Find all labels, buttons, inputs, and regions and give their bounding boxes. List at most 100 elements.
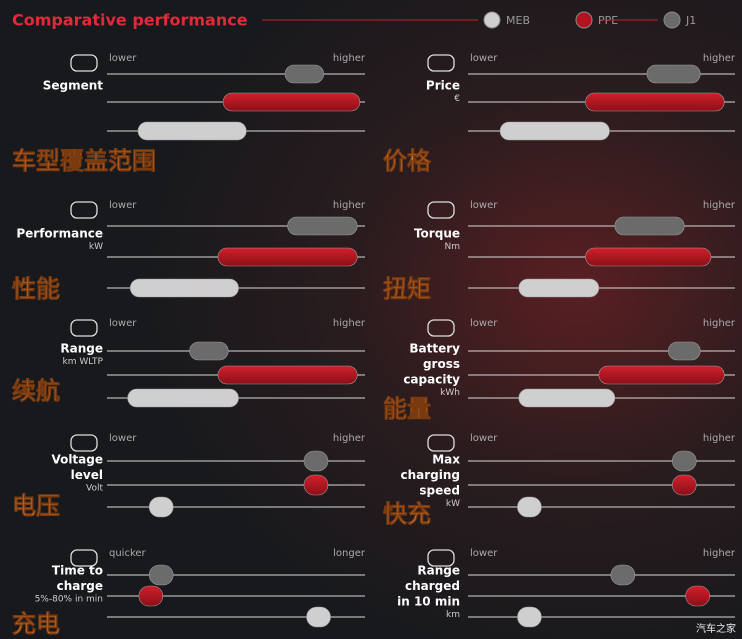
icon xyxy=(427,434,455,452)
cn-note: 充电 xyxy=(12,610,60,638)
range-bar xyxy=(217,365,358,385)
high-label: higher xyxy=(703,548,736,559)
high-label: higher xyxy=(333,53,366,64)
low-label: lower xyxy=(470,433,498,444)
icon xyxy=(427,54,455,72)
point xyxy=(303,450,329,472)
title: Comparative performance xyxy=(12,11,248,30)
point xyxy=(517,606,542,628)
range-bar xyxy=(518,388,616,408)
metric-unit: Volt xyxy=(86,484,103,494)
point xyxy=(148,496,174,518)
point xyxy=(303,474,329,496)
legend-swatch xyxy=(663,11,681,29)
icon xyxy=(70,201,98,219)
range-bar xyxy=(585,247,712,267)
high-label: higher xyxy=(333,200,366,211)
metric-unit: kW xyxy=(446,499,460,509)
point xyxy=(671,474,697,496)
cn-note: 价格 xyxy=(383,147,432,175)
range-bar xyxy=(499,121,610,141)
high-label: higher xyxy=(703,318,736,329)
high-label: higher xyxy=(703,53,736,64)
cn-note: 电压 xyxy=(12,492,60,520)
range-bar xyxy=(518,278,600,298)
high-label: higher xyxy=(703,200,736,211)
metric-unit: kWh xyxy=(440,388,460,398)
range-bar xyxy=(598,365,725,385)
metric-label: Price xyxy=(426,79,460,93)
metric-label: charging xyxy=(400,468,460,482)
range-bar xyxy=(646,64,701,84)
legend-label: J1 xyxy=(685,14,696,27)
metric-label: Battery xyxy=(409,342,460,356)
range-bar xyxy=(189,341,229,361)
range-bar xyxy=(127,388,239,408)
low-label: lower xyxy=(470,200,498,211)
range-bar xyxy=(222,92,361,112)
range-bar xyxy=(667,341,701,361)
low-label: lower xyxy=(470,53,498,64)
metric-label: in 10 min xyxy=(397,595,460,609)
cn-note: 快充 xyxy=(383,500,431,528)
metric-label: Performance xyxy=(16,227,103,241)
cn-note: 扭矩 xyxy=(383,275,431,303)
range-bar xyxy=(585,92,725,112)
icon xyxy=(427,319,455,337)
metric-label: level xyxy=(71,468,103,482)
point xyxy=(306,606,331,628)
cn-note: 性能 xyxy=(12,275,60,303)
metric-unit: kW xyxy=(89,242,103,252)
low-label: lower xyxy=(109,318,137,329)
metric-label: charge xyxy=(57,579,103,593)
metric-label: Torque xyxy=(414,227,460,241)
metric-label: Segment xyxy=(43,79,104,93)
range-bar xyxy=(287,216,358,236)
cn-note: 车型覆盖范围 xyxy=(12,147,156,175)
range-bar xyxy=(217,247,358,267)
range-bar xyxy=(614,216,685,236)
point xyxy=(610,564,636,586)
legend-swatch xyxy=(575,11,593,29)
legend-swatch xyxy=(483,11,501,29)
point xyxy=(517,496,542,518)
metric-label: charged xyxy=(405,579,460,593)
point xyxy=(138,585,164,607)
metric-unit: km xyxy=(446,610,460,620)
metric-unit: km WLTP xyxy=(63,357,104,367)
icon xyxy=(70,319,98,337)
cn-note: 续航 xyxy=(12,377,60,405)
high-label: higher xyxy=(703,433,736,444)
metric-unit: 5%-80% in min xyxy=(35,595,103,605)
range-bar xyxy=(284,64,325,84)
range-bar xyxy=(129,278,239,298)
high-label: higher xyxy=(333,433,366,444)
metric-label: Range xyxy=(417,564,460,578)
icon xyxy=(427,201,455,219)
point xyxy=(671,450,697,472)
point xyxy=(685,585,710,607)
metric-label: Range xyxy=(60,342,103,356)
point xyxy=(148,564,174,586)
metric-label: Voltage xyxy=(51,453,103,467)
low-label: lower xyxy=(109,433,137,444)
low-label: lower xyxy=(109,53,137,64)
low-label: lower xyxy=(470,318,498,329)
low-label: lower xyxy=(109,200,137,211)
metric-label: Time to xyxy=(52,564,103,578)
high-label: higher xyxy=(333,318,366,329)
range-bar xyxy=(137,121,247,141)
metric-unit: € xyxy=(454,94,460,104)
metric-label: Max xyxy=(432,453,460,467)
legend-label: MEB xyxy=(506,14,530,27)
metric-label: gross xyxy=(423,357,460,371)
low-label: quicker xyxy=(109,548,147,559)
metric-label: speed xyxy=(419,484,460,498)
icon xyxy=(70,54,98,72)
low-label: lower xyxy=(470,548,498,559)
cn-note: 能量 xyxy=(383,395,431,423)
high-label: longer xyxy=(333,548,366,559)
metric-unit: Nm xyxy=(445,242,461,252)
icon xyxy=(427,549,455,567)
